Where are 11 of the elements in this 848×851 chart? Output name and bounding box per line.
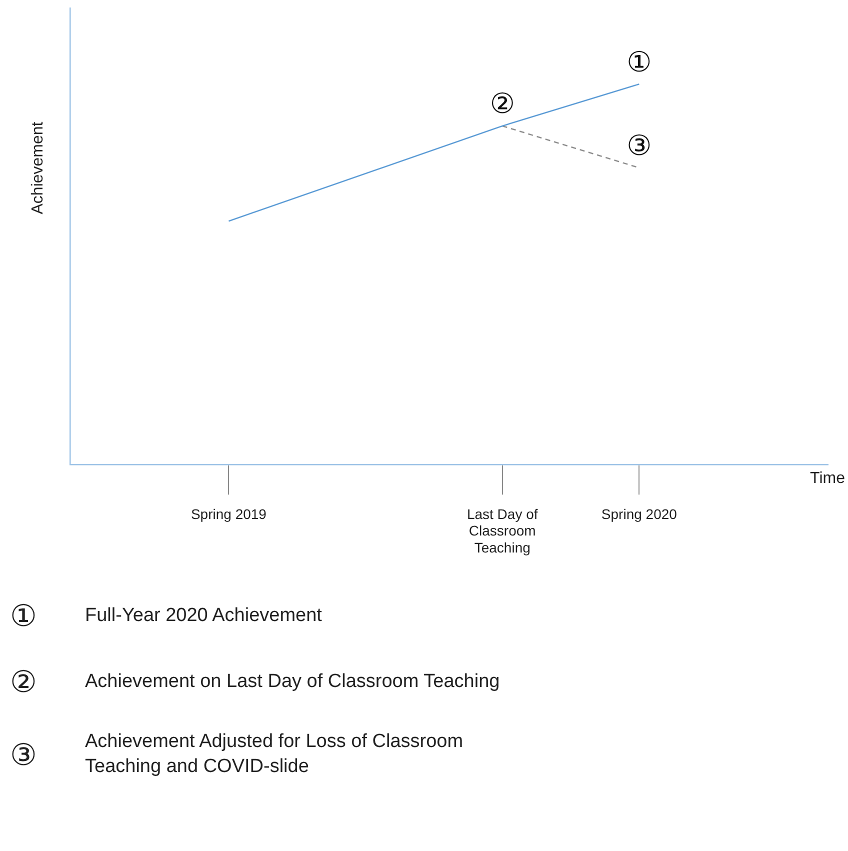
x-tick-label: Spring 2020 [601, 506, 678, 522]
annotation: ① [626, 45, 652, 78]
x-tick-label: Spring 2019 [190, 506, 267, 522]
annotation: ③ [626, 129, 652, 162]
text: ③ Achievement Adjusted for Loss of Classroom Teaching and COVID-slide [10, 731, 464, 777]
text: Time [810, 470, 846, 488]
text: Achievement [29, 121, 46, 214]
text: ② Achievement on Last Day of Classroom Teaching [10, 666, 500, 699]
x-tick-label: Last Day of Classroom Teaching [466, 506, 538, 556]
text: ① Full-Year 2020 Achievement [10, 600, 322, 633]
annotation: ② [490, 87, 515, 120]
